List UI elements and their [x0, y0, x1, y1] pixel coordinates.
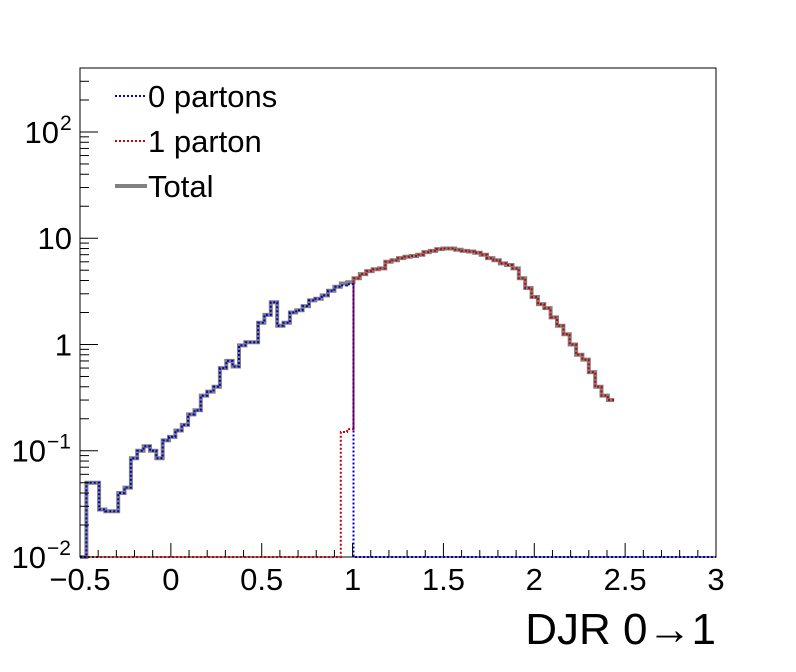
series-layer [80, 246, 716, 559]
legend: 0 partons 1 parton Total [115, 79, 277, 204]
x-tick-label: −0.5 [49, 562, 110, 597]
legend-label: 1 parton [148, 124, 262, 159]
x-axis-label: DJR 0→1 [525, 605, 716, 654]
y-tick-exponent: −2 [47, 537, 71, 560]
x-tick-label: 1 [344, 562, 361, 597]
x-tick-label: 0.5 [240, 562, 283, 597]
y-tick-label: 10 [12, 540, 46, 575]
x-axis: −0.5 0 0.5 1 1.5 2 2.5 3 [49, 543, 725, 597]
legend-label: 0 partons [148, 79, 277, 114]
x-tick-label: 3 [707, 562, 724, 597]
x-tick-label: 1.5 [422, 562, 465, 597]
series-line-1-parton [80, 247, 615, 558]
y-tick-label: 10 [38, 221, 72, 256]
y-tick-label: 1 [55, 327, 72, 362]
series-line-0-partons [80, 283, 716, 558]
y-tick-exponent: −1 [47, 431, 71, 454]
y-tick-exponent: 2 [60, 112, 72, 135]
x-tick-label: 2 [526, 562, 543, 597]
y-tick-label: 10 [25, 115, 59, 150]
y-tick-label: 10 [12, 434, 46, 469]
x-tick-label: 0 [162, 562, 179, 597]
series-line-total [80, 246, 615, 559]
legend-label: Total [148, 169, 213, 204]
x-tick-label: 2.5 [604, 562, 647, 597]
